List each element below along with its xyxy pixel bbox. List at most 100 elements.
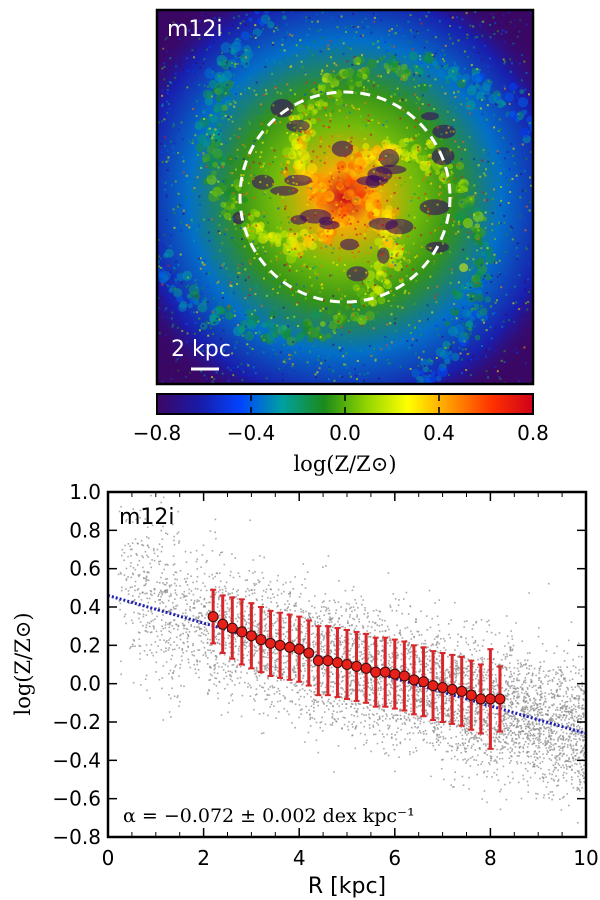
speckle — [328, 378, 330, 381]
speckle — [473, 184, 476, 187]
arm-blob — [465, 100, 476, 111]
speckle — [321, 287, 324, 290]
speckle — [233, 134, 236, 137]
speckle — [161, 94, 164, 97]
particle-point — [579, 739, 581, 741]
speckle — [302, 252, 305, 255]
speckle — [390, 304, 393, 307]
speckle — [207, 85, 209, 88]
speckle — [234, 151, 237, 154]
arm-blob — [386, 58, 393, 66]
speckle — [383, 55, 386, 58]
particle-point — [488, 619, 490, 622]
particle-point — [544, 700, 546, 703]
speckle — [372, 228, 375, 231]
speckle — [242, 143, 245, 146]
particle-point — [572, 723, 574, 725]
speckle — [307, 184, 310, 187]
arm-blob — [224, 80, 234, 89]
speckle — [182, 25, 185, 28]
speckle — [393, 148, 396, 151]
arm-blob — [574, 240, 581, 247]
particle-point — [295, 637, 298, 639]
speckle — [481, 318, 484, 321]
speckle — [422, 178, 425, 181]
speckle — [305, 45, 308, 48]
particle-point — [511, 771, 514, 774]
metallicity-gradient-plot: 0 2 4 6 8 10−0.8−0.6−0.4−0.20.00.20.40.60.81.… — [11, 480, 599, 899]
speckle — [211, 71, 214, 73]
arm-blob — [376, 203, 383, 210]
speckle — [237, 246, 240, 249]
particle-point — [460, 752, 462, 754]
speckle — [423, 175, 426, 178]
particle-point — [555, 673, 557, 676]
speckle — [327, 367, 330, 370]
particle-point — [214, 575, 216, 578]
speckle — [167, 25, 170, 27]
particle-point — [388, 662, 390, 665]
speckle — [311, 238, 314, 241]
speckle — [210, 175, 213, 177]
particle-point — [259, 555, 261, 557]
speckle — [465, 12, 468, 15]
speckle — [502, 86, 505, 89]
speckle — [254, 309, 257, 312]
arm-blob — [136, 218, 143, 225]
speckle — [482, 278, 485, 281]
arm-blob — [233, 41, 244, 52]
speckle — [347, 139, 350, 142]
arm-blob — [223, 190, 232, 199]
particle-point — [399, 666, 402, 669]
particle-point — [357, 681, 360, 683]
speckle — [417, 84, 420, 87]
speckle — [232, 81, 235, 84]
particle-point — [517, 703, 520, 705]
arm-blob — [113, 142, 124, 153]
speckle — [480, 98, 483, 101]
speckle — [461, 297, 464, 300]
particle-point — [247, 651, 250, 653]
speckle — [286, 316, 289, 319]
speckle — [438, 227, 441, 230]
particle-point — [462, 720, 465, 722]
speckle — [401, 306, 404, 309]
arm-blob — [352, 284, 361, 292]
particle-point — [544, 698, 547, 700]
particle-point — [346, 620, 349, 622]
particle-point — [542, 773, 544, 775]
speckle — [461, 18, 464, 21]
speckle — [511, 238, 514, 241]
speckle — [524, 314, 527, 317]
speckle — [413, 73, 415, 76]
speckle — [316, 74, 318, 77]
particle-point — [455, 673, 457, 675]
speckle — [366, 25, 369, 28]
speckle — [461, 358, 463, 361]
speckle — [355, 201, 358, 204]
speckle — [469, 87, 471, 90]
particle-point — [250, 686, 252, 689]
speckle — [272, 315, 275, 318]
speckle — [244, 56, 247, 59]
speckle — [347, 319, 350, 322]
particle-point — [267, 688, 270, 691]
speckle — [460, 103, 463, 106]
particle-point — [310, 696, 312, 698]
particle-point — [202, 544, 205, 547]
particle-point — [253, 670, 256, 672]
particle-point — [356, 715, 359, 718]
speckle — [338, 247, 341, 250]
particle-point — [483, 668, 486, 671]
speckle — [430, 85, 433, 88]
particle-point — [404, 627, 407, 630]
speckle — [219, 301, 222, 304]
particle-point — [245, 637, 248, 639]
speckle — [317, 197, 320, 200]
speckle — [306, 203, 309, 206]
speckle — [219, 267, 222, 269]
particle-point — [319, 721, 322, 724]
speckle — [222, 180, 225, 183]
speckle — [528, 290, 531, 293]
speckle — [518, 380, 520, 383]
